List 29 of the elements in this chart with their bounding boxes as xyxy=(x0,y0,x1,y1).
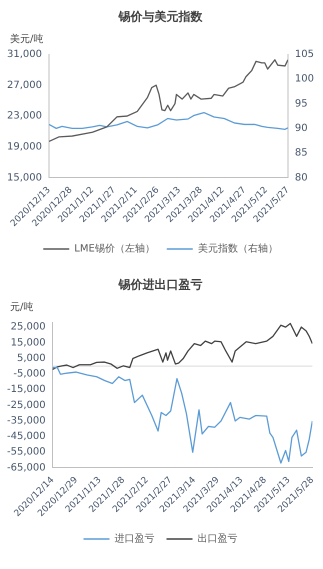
y-tick-label: -65,000 xyxy=(6,462,46,474)
legend-label: 出口盈亏 xyxy=(198,532,238,545)
y-tick-label: 5,000 xyxy=(16,352,46,364)
y2-tick-label: 105 xyxy=(294,48,314,60)
y-tick-label: 15,000 xyxy=(10,337,46,348)
y-tick-label: 27,000 xyxy=(6,80,42,91)
y-tick-label: 23,000 xyxy=(6,110,42,122)
y2-tick-label: 100 xyxy=(294,74,314,85)
y2-tick-label: 90 xyxy=(294,122,308,134)
y2-tick-label: 85 xyxy=(294,148,308,159)
legend-label: 进口盈亏 xyxy=(114,532,154,545)
chart-title: 锡价与美元指数 xyxy=(118,9,204,24)
y-axis-title: 元/吨 xyxy=(10,300,34,313)
y-tick-label: -15,000 xyxy=(6,384,46,396)
chart-title: 锡价进出口盈亏 xyxy=(118,277,202,292)
y-tick-label: 15,000 xyxy=(6,172,42,184)
y2-tick-label: 80 xyxy=(294,172,308,184)
y-tick-label: -5,000 xyxy=(13,368,46,380)
legend-label: 美元指数（右轴） xyxy=(198,242,278,255)
y-tick-label: -35,000 xyxy=(6,415,46,426)
y-tick-label: 31,000 xyxy=(6,48,42,60)
y-axis-title: 美元/吨 xyxy=(10,32,44,45)
y-tick-label: -55,000 xyxy=(6,446,46,458)
legend-label: LME锡价（左轴） xyxy=(74,242,155,255)
y-tick-label: -45,000 xyxy=(6,431,46,442)
y-tick-label: -25,000 xyxy=(6,400,46,411)
y-tick-label: 25,000 xyxy=(10,322,46,333)
y-tick-label: 19,000 xyxy=(6,141,42,152)
y2-tick-label: 95 xyxy=(294,98,308,110)
